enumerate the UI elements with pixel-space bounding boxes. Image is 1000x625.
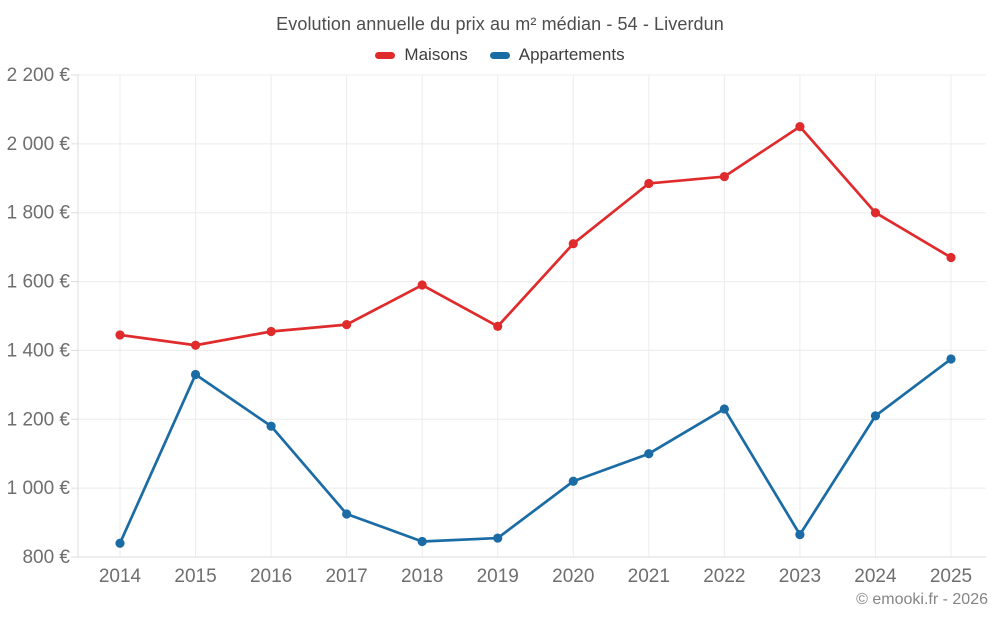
maisons-point-2023[interactable]	[795, 122, 805, 132]
maisons-point-2014[interactable]	[115, 330, 125, 340]
appartements-point-2023[interactable]	[795, 530, 805, 540]
appartements-point-2016[interactable]	[266, 421, 276, 431]
x-tick-label: 2017	[325, 566, 367, 587]
appartements-point-2024[interactable]	[870, 411, 881, 421]
chart-legend: Maisons Appartements	[0, 45, 1000, 65]
x-tick-label: 2022	[703, 566, 745, 587]
x-tick-label: 2015	[174, 566, 216, 587]
maisons-series-line	[118, 125, 953, 347]
appartements-point-2022[interactable]	[719, 404, 729, 414]
legend-label-maisons: Maisons	[404, 45, 468, 64]
y-tick-label: 2 000 €	[7, 134, 71, 155]
maisons-point-2018[interactable]	[417, 280, 427, 290]
legend-item-appartements[interactable]: Appartements	[489, 45, 625, 65]
maisons-point-2022[interactable]	[719, 171, 729, 182]
x-tick-label: 2025	[930, 566, 972, 587]
appartements-point-2018[interactable]	[417, 536, 427, 547]
copyright-footer: © emooki.fr - 2026	[856, 591, 988, 608]
maisons-swatch-icon	[375, 51, 396, 59]
x-tick-label: 2018	[401, 566, 443, 587]
appartements-point-2017[interactable]	[342, 509, 352, 519]
chart-title: Evolution annuelle du prix au m² médian …	[276, 14, 724, 34]
x-tick-label: 2024	[854, 566, 897, 587]
appartements-point-2014[interactable]	[115, 538, 125, 548]
x-tick-label: 2019	[477, 566, 519, 587]
legend-label-appartements: Appartements	[518, 45, 625, 64]
y-tick-label: 1 800 €	[7, 203, 71, 224]
legend-item-maisons[interactable]: Maisons	[375, 45, 468, 65]
x-tick-label: 2020	[552, 566, 594, 587]
appartements-swatch-icon	[489, 51, 510, 59]
x-tick-label: 2014	[99, 566, 142, 587]
maisons-point-2024[interactable]	[870, 208, 881, 218]
maisons-point-2016[interactable]	[266, 326, 276, 337]
appartements-point-2021[interactable]	[644, 449, 654, 459]
appartements-point-2015[interactable]	[190, 369, 201, 380]
maisons-point-2019[interactable]	[493, 321, 503, 331]
y-tick-label: 1 200 €	[7, 409, 71, 430]
y-tick-label: 1 400 €	[7, 340, 71, 361]
y-tick-label: 800 €	[22, 547, 70, 568]
appartements-point-2019[interactable]	[493, 533, 503, 543]
y-tick-label: 1 000 €	[7, 478, 71, 499]
x-tick-label: 2021	[628, 566, 670, 587]
maisons-point-2021[interactable]	[644, 178, 654, 189]
maisons-point-2020[interactable]	[568, 239, 578, 249]
appartements-point-2020[interactable]	[568, 476, 578, 486]
maisons-point-2015[interactable]	[190, 340, 201, 350]
maisons-point-2025[interactable]	[946, 252, 956, 263]
appartements-point-2025[interactable]	[946, 354, 956, 364]
x-tick-label: 2023	[779, 566, 821, 587]
x-tick-label: 2016	[250, 566, 292, 587]
y-tick-label: 1 600 €	[7, 272, 71, 293]
maisons-point-2017[interactable]	[342, 320, 352, 330]
y-tick-label: 2 200 €	[7, 65, 71, 86]
appartements-series-line	[118, 357, 953, 545]
